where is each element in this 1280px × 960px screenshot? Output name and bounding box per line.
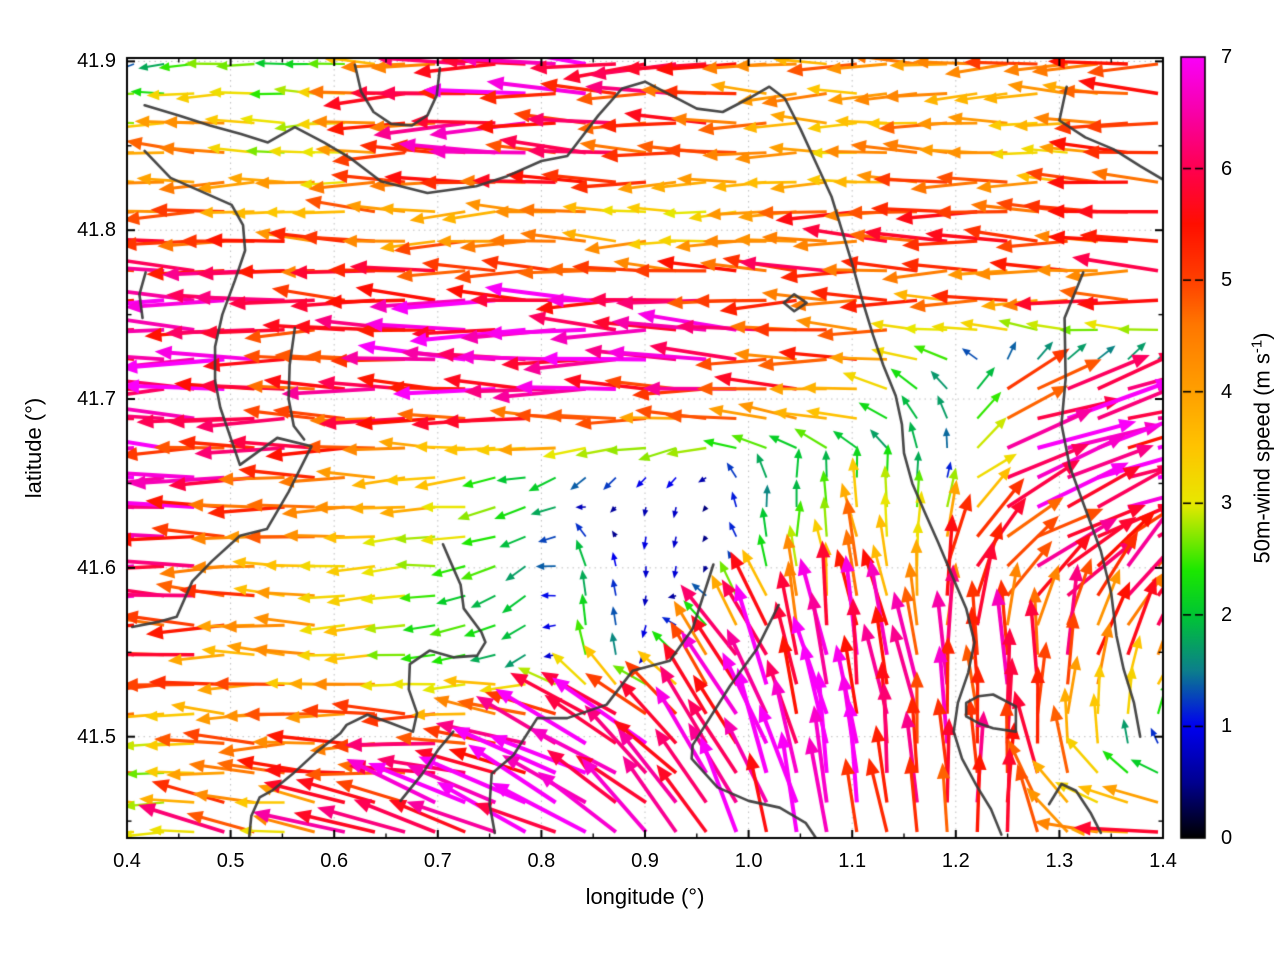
colorbar-tick-label: 7 [1221, 46, 1233, 68]
x-tick-label: 0.6 [320, 850, 349, 872]
y-tick-label: 41.7 [77, 388, 116, 411]
x-tick-label: 0.7 [423, 850, 452, 872]
colorbar-tick-label: 3 [1221, 492, 1233, 515]
x-tick-label: 1.2 [941, 850, 970, 872]
x-tick-label: 0.8 [527, 850, 556, 872]
colorbar-title-close: ) [1249, 332, 1275, 340]
x-tick-label: 0.5 [216, 850, 245, 872]
colorbar-title: 50m-wind speed (m s-1) [1248, 333, 1275, 564]
x-tick-label: 1.0 [734, 850, 763, 872]
x-tick-label: 1.4 [1149, 850, 1177, 872]
y-axis-title: latitude (°) [21, 397, 46, 499]
y-tick-label: 41.6 [77, 556, 116, 579]
x-tick-label: 1.1 [838, 850, 867, 872]
y-tick-label: 41.5 [77, 725, 116, 748]
colorbar-tick-label: 0 [1221, 827, 1233, 849]
colorbar-tick-label: 1 [1221, 715, 1233, 738]
colorbar-title-superscript: -1 [1248, 339, 1266, 354]
x-tick-label: 1.3 [1045, 850, 1074, 872]
y-tick-label: 41.9 [77, 50, 116, 73]
y-tick-label: 41.8 [77, 219, 116, 242]
x-tick-label: 0.9 [631, 850, 659, 872]
x-tick-label: 0.4 [113, 850, 141, 872]
colorbar-tick-label: 6 [1221, 157, 1233, 180]
colorbar-tick-label: 5 [1221, 269, 1233, 292]
colorbar-tick-label: 2 [1221, 603, 1233, 626]
x-axis-title: longitude (°) [585, 884, 705, 909]
colorbar-tick-label: 4 [1221, 380, 1233, 403]
